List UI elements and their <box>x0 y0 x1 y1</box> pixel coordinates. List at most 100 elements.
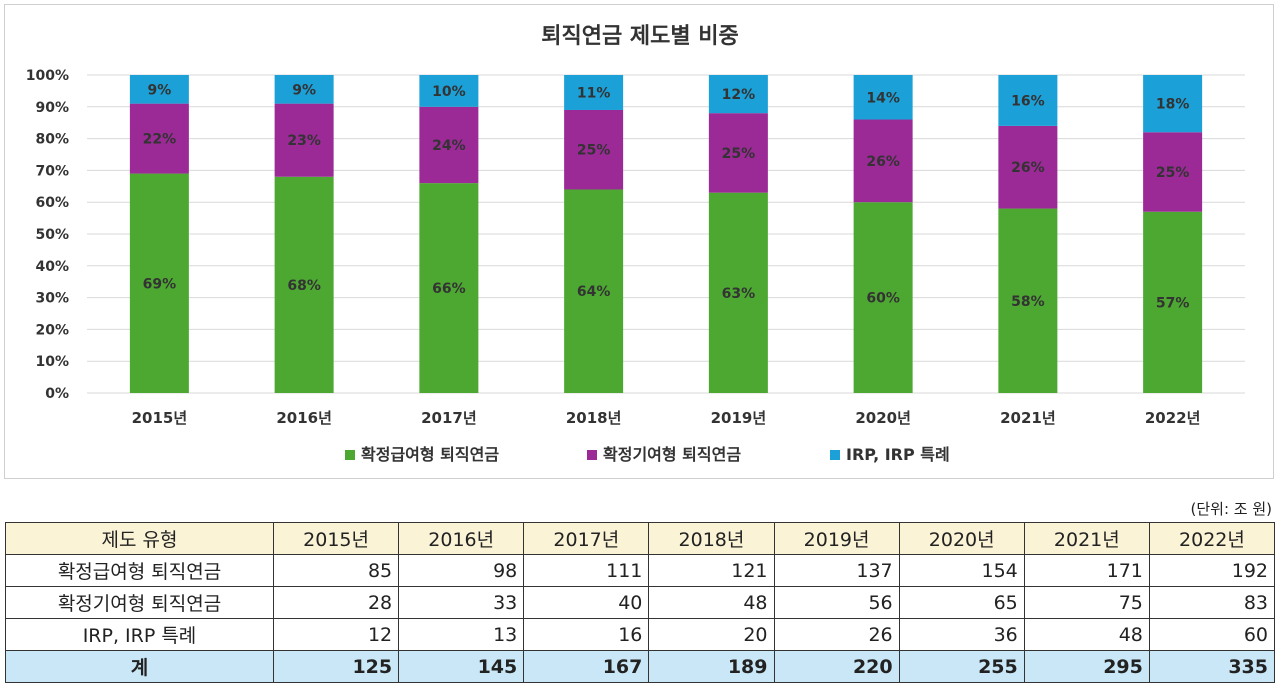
table-cell: 65 <box>898 586 1025 619</box>
bar-segment <box>708 75 768 114</box>
bar-segment <box>853 119 913 203</box>
bar-segment <box>708 192 768 393</box>
table-cell: 36 <box>898 618 1025 651</box>
table-cell: 192 <box>1148 554 1276 587</box>
data-label: 23% <box>287 133 321 149</box>
data-label: 26% <box>1011 160 1045 176</box>
table-header-cell: 2021년 <box>1023 522 1150 555</box>
table-cell: 154 <box>898 554 1025 587</box>
legend-label: 확정기여형 퇴직연금 <box>603 445 741 464</box>
data-label: 25% <box>577 143 611 159</box>
data-label: 60% <box>866 291 900 307</box>
row-label: IRP, IRP 특례 <box>5 618 274 651</box>
table-header-cell: 2016년 <box>398 522 525 555</box>
x-tick-label: 2022년 <box>1145 409 1201 427</box>
data-label: 9% <box>147 82 171 98</box>
y-tick-label: 90% <box>35 100 69 116</box>
data-label: 16% <box>1011 93 1045 109</box>
data-label: 18% <box>1156 97 1190 113</box>
y-tick-label: 100% <box>26 68 69 84</box>
x-tick-label: 2018년 <box>566 409 622 427</box>
bar-segment <box>708 113 768 193</box>
x-tick-label: 2015년 <box>132 409 188 427</box>
total-cell: 189 <box>648 650 775 683</box>
y-tick-label: 40% <box>35 259 69 275</box>
x-tick-label: 2019년 <box>711 409 767 427</box>
data-label: 68% <box>287 278 321 294</box>
table-cell: 20 <box>648 618 775 651</box>
y-tick-label: 50% <box>35 227 69 243</box>
data-label: 64% <box>577 284 611 300</box>
table-cell: 13 <box>398 618 525 651</box>
data-label: 9% <box>292 82 316 98</box>
data-label: 14% <box>866 90 900 106</box>
y-tick-label: 10% <box>35 354 69 370</box>
table-row: 확정기여형 퇴직연금 28 33 40 48 56 65 75 83 <box>5 586 1276 619</box>
data-label: 69% <box>143 276 177 292</box>
table-row: IRP, IRP 특례 12 13 16 20 26 36 48 60 <box>5 618 1276 651</box>
table-cell: 33 <box>398 586 525 619</box>
table-cell: 48 <box>1023 618 1150 651</box>
table-header-cell: 2020년 <box>898 522 1025 555</box>
y-tick-label: 70% <box>35 163 69 179</box>
table-cell: 60 <box>1148 618 1276 651</box>
data-label: 24% <box>432 138 466 154</box>
y-tick-label: 80% <box>35 132 69 148</box>
table-header-cell: 2019년 <box>773 522 900 555</box>
bar-segment <box>1143 132 1203 212</box>
bar-segment <box>129 103 189 174</box>
total-cell: 145 <box>398 650 525 683</box>
chart-title: 퇴직연금 제도별 비중 <box>541 24 738 49</box>
table-cell: 121 <box>648 554 775 587</box>
data-table: 제도 유형 2015년 2016년 2017년 2018년 2019년 2020… <box>5 522 1276 683</box>
data-label: 25% <box>1156 165 1190 181</box>
table-total-row: 계 125 145 167 189 220 255 295 335 <box>5 650 1276 683</box>
table-cell: 111 <box>523 554 650 587</box>
table-cell: 28 <box>272 586 400 619</box>
y-tick-label: 20% <box>35 322 69 338</box>
data-label: 11% <box>577 85 611 101</box>
table-header-cell: 2018년 <box>648 522 775 555</box>
data-label: 26% <box>866 154 900 170</box>
y-tick-label: 0% <box>45 386 69 402</box>
bar-segment <box>1143 75 1203 133</box>
total-cell: 125 <box>272 650 400 683</box>
row-label: 확정기여형 퇴직연금 <box>5 586 274 619</box>
table-cell: 85 <box>272 554 400 587</box>
bar-segment <box>853 202 913 393</box>
total-label: 계 <box>5 650 274 683</box>
table-row: 확정급여형 퇴직연금 85 98 111 121 137 154 171 192 <box>5 554 1276 587</box>
chart-container: 퇴직연금 제도별 비중 0% 10% 20% 30% 40% 50% 60% 70% 80% 90%… <box>4 4 1274 479</box>
bar-segment <box>274 75 334 104</box>
bar-segment <box>274 176 334 393</box>
table-header-cell: 제도 유형 <box>5 522 274 555</box>
table-cell: 12 <box>272 618 400 651</box>
legend-swatch <box>587 450 597 460</box>
table-header-row: 제도 유형 2015년 2016년 2017년 2018년 2019년 2020… <box>5 522 1276 555</box>
bar-segment <box>998 208 1058 393</box>
bar-segment <box>129 173 189 393</box>
bar-segment <box>564 75 624 110</box>
data-label: 58% <box>1011 294 1045 310</box>
table-cell: 16 <box>523 618 650 651</box>
table-cell: 83 <box>1148 586 1276 619</box>
data-label: 10% <box>432 84 466 100</box>
table-cell: 171 <box>1023 554 1150 587</box>
x-tick-label: 2021년 <box>1000 409 1056 427</box>
stacked-bar-chart: 퇴직연금 제도별 비중 0% 10% 20% 30% 40% 50% 60% 70% 80% 90%… <box>26 24 1245 464</box>
table-header-cell: 2015년 <box>272 522 400 555</box>
legend-label: IRP, IRP 특례 <box>846 445 950 464</box>
bar-segment <box>564 109 624 190</box>
table-cell: 48 <box>648 586 775 619</box>
x-tick-label: 2017년 <box>421 409 477 427</box>
legend-swatch <box>830 450 840 460</box>
bar-segment <box>1143 211 1203 393</box>
bar-segment <box>419 75 479 107</box>
total-cell: 295 <box>1023 650 1150 683</box>
data-label: 22% <box>143 132 177 148</box>
data-label: 25% <box>722 146 756 162</box>
table-cell: 75 <box>1023 586 1150 619</box>
table-cell: 40 <box>523 586 650 619</box>
bar-segment <box>129 75 189 104</box>
bar-segment <box>274 103 334 177</box>
